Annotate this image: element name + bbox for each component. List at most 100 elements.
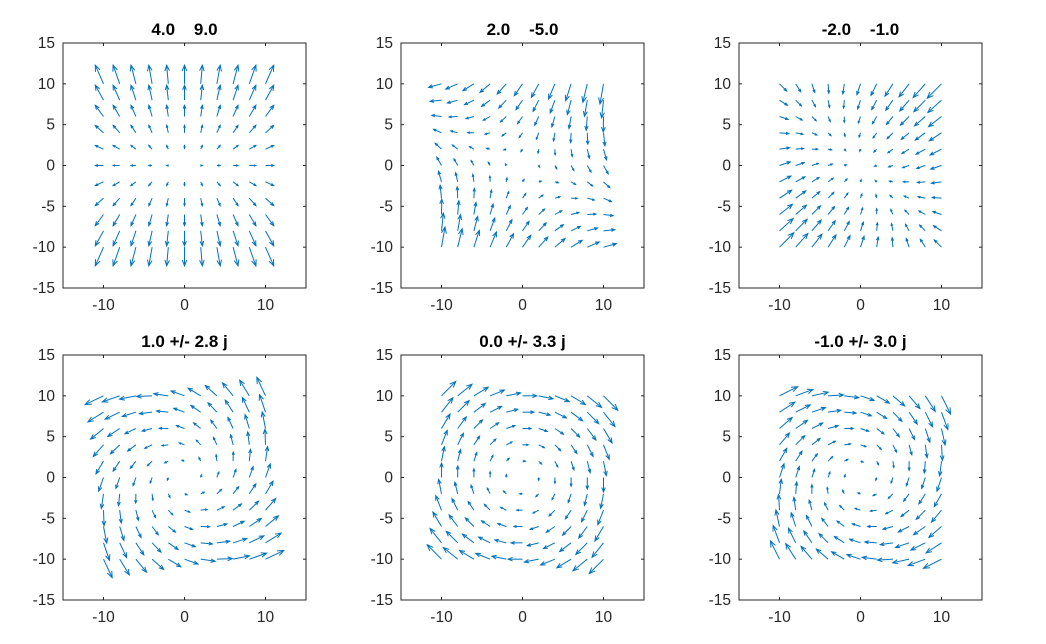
quiver-arrow <box>474 552 491 560</box>
quiver-arrow <box>795 434 806 446</box>
quiver-arrow <box>112 84 121 101</box>
quiver-arrow <box>603 181 611 189</box>
quiver-arrow <box>933 493 942 508</box>
quiver-arrow <box>860 460 865 463</box>
y-tick-label: -15 <box>371 280 393 297</box>
quiver-arrow <box>200 103 204 117</box>
quiver-arrow <box>554 181 560 184</box>
quiver-arrow <box>232 124 239 134</box>
quiver-arrow <box>558 542 572 553</box>
quiver-arrow <box>506 408 520 413</box>
quiver-arrow <box>876 460 880 467</box>
quiver-arrow <box>200 198 204 207</box>
quiver-arrow <box>151 526 160 536</box>
quiver-arrow <box>800 545 813 560</box>
quiver-arrow <box>135 510 140 522</box>
quiver-arrow <box>583 493 588 507</box>
quiver-arrow <box>772 524 780 544</box>
panel-title: 4.0 9.0 <box>151 20 217 39</box>
y-tick-label: 5 <box>46 429 55 446</box>
y-tick-label: -5 <box>717 198 731 215</box>
x-tick-label: -10 <box>92 297 115 314</box>
quiver-arrow <box>555 558 572 569</box>
quiver-arrow <box>182 103 187 117</box>
quiver-arrow <box>94 144 104 150</box>
quiver-arrow <box>248 447 253 462</box>
quiver-arrow <box>827 177 835 183</box>
quiver-arrow <box>912 83 926 99</box>
quiver-arrow <box>881 526 894 531</box>
quiver-arrow <box>216 488 223 495</box>
quiver-arrow <box>94 124 104 134</box>
quiver-arrow <box>241 396 250 413</box>
quiver-arrow <box>903 209 910 215</box>
y-tick-label: -5 <box>41 510 55 527</box>
y-tick-label: 0 <box>722 158 731 175</box>
quiver-arrow <box>92 444 104 458</box>
quiver-arrow <box>941 428 947 447</box>
quiver-arrow <box>873 164 877 167</box>
quiver-arrow <box>163 460 169 464</box>
quiver-arrow <box>844 394 861 400</box>
quiver-arrow <box>221 381 234 397</box>
quiver-arrow <box>570 395 587 406</box>
quiver-arrow <box>183 124 186 133</box>
quiver-arrow <box>843 116 846 124</box>
quiver-arrow <box>506 556 523 562</box>
quiver-arrow <box>473 215 479 231</box>
quiver-arrow <box>165 124 169 133</box>
quiver-arrow <box>265 462 271 478</box>
quiver-arrow <box>195 439 202 446</box>
quiver-arrow <box>585 132 590 146</box>
quiver-arrow <box>183 181 186 187</box>
quiver-panel-2: 2.0 -5.0 -10 0 10 -15 -10 -5 0 5 10 15 <box>371 20 645 314</box>
quiver-arrow <box>155 409 169 414</box>
y-tick-label: 10 <box>714 76 732 93</box>
quiver-arrow <box>810 483 814 494</box>
quiver-arrow <box>451 497 459 511</box>
quiver-arrow <box>863 540 877 545</box>
quiver-arrow <box>908 411 919 426</box>
quiver-arrow <box>870 83 878 97</box>
quiver-arrow <box>473 201 478 215</box>
quiver-arrow <box>890 236 894 248</box>
quiver-arrow <box>792 496 797 511</box>
quiver-arrow <box>265 63 275 85</box>
quiver-arrow <box>496 522 507 527</box>
quiver-arrow <box>502 148 507 151</box>
quiver-arrow <box>232 83 239 101</box>
quiver-arrow <box>570 225 582 232</box>
quiver-arrow <box>123 428 137 435</box>
quiver-arrow <box>224 398 234 413</box>
quiver-arrow <box>120 411 137 418</box>
quiver-arrow <box>859 178 862 182</box>
quiver-arrow <box>518 132 523 139</box>
quiver-arrow <box>129 460 137 470</box>
quiver-arrow <box>165 164 169 167</box>
quiver-arrow <box>551 116 556 129</box>
x-tick-label: 0 <box>856 297 865 314</box>
quiver-panel-5: 0.0 +/- 3.3 j -10 0 10 -15 -10 -5 0 5 10 15 <box>371 332 645 626</box>
quiver-arrow <box>872 148 878 154</box>
quiver-panel-3: -2.0 -1.0 -10 0 10 -15 -10 -5 0 5 10 15 <box>709 20 983 314</box>
y-tick-label: -5 <box>717 510 731 527</box>
quiver-arrow <box>103 542 111 562</box>
quiver-arrow <box>86 411 104 423</box>
quiver-arrow <box>795 161 806 166</box>
x-tick-label: 0 <box>180 297 189 314</box>
quiver-arrow <box>778 477 784 494</box>
quiver-arrow <box>779 416 794 429</box>
quiver-arrow <box>168 542 180 551</box>
quiver-arrow <box>907 461 911 472</box>
quiver-arrow <box>869 509 877 513</box>
quiver-arrow <box>493 538 507 544</box>
quiver-arrow <box>461 83 475 92</box>
quiver-arrow <box>932 225 942 232</box>
quiver-arrow <box>554 428 565 436</box>
quiver-arrow <box>571 558 588 572</box>
quiver-arrow <box>472 467 476 478</box>
quiver-arrow <box>779 146 791 150</box>
quiver-arrow <box>200 508 209 511</box>
quiver-arrow <box>876 235 880 248</box>
quiver-arrow <box>603 228 617 232</box>
